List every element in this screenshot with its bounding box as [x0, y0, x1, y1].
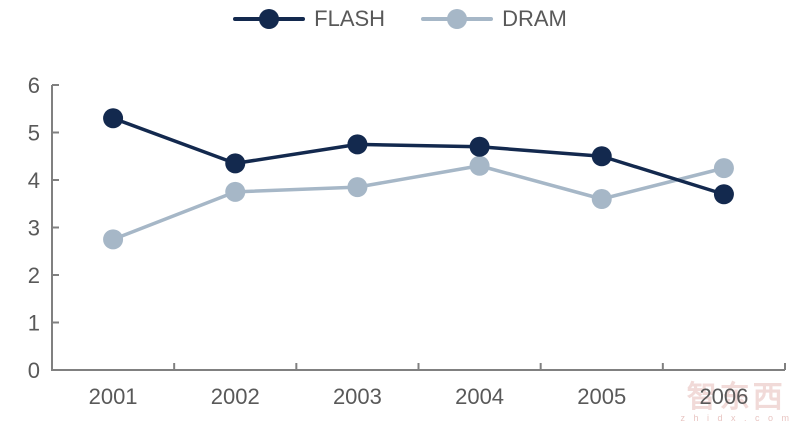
data-marker-flash — [713, 184, 734, 205]
legend-label-dram: DRAM — [502, 6, 567, 31]
flash-series-swatch — [233, 9, 306, 30]
x-tick-label: 2003 — [333, 384, 382, 409]
data-marker-dram — [591, 189, 612, 209]
x-tick-label: 2004 — [455, 384, 504, 409]
data-marker-dram — [713, 158, 734, 179]
y-tick-label: 0 — [28, 358, 40, 383]
y-tick-label: 5 — [28, 121, 40, 146]
y-tick-label: 2 — [28, 263, 40, 288]
y-tick-label: 4 — [28, 168, 40, 193]
x-tick-label: 2005 — [577, 384, 626, 409]
flash-marker-icon — [259, 9, 280, 29]
y-tick-label: 1 — [28, 311, 40, 336]
dram-series-swatch — [421, 9, 494, 30]
legend-item-flash: FLASH — [233, 8, 385, 30]
series-line-dram — [111, 164, 726, 242]
data-marker-dram — [469, 155, 490, 176]
x-tick-label: 2002 — [211, 384, 260, 409]
legend-item-dram: DRAM — [421, 8, 567, 30]
x-tick-label: 2001 — [89, 384, 138, 409]
data-marker-dram — [225, 181, 246, 202]
data-marker-dram — [347, 177, 368, 198]
data-marker-flash — [225, 153, 246, 174]
data-marker-flash — [347, 134, 368, 155]
dram-marker-icon — [447, 9, 468, 29]
legend-label-flash: FLASH — [314, 6, 386, 31]
y-tick-label: 3 — [28, 216, 40, 241]
data-marker-flash — [103, 108, 124, 129]
series-line-flash — [111, 116, 726, 196]
data-marker-dram — [103, 229, 124, 250]
data-marker-flash — [591, 146, 612, 167]
data-marker-flash — [469, 136, 490, 157]
x-tick-label: 2006 — [699, 384, 748, 409]
y-tick-label: 6 — [28, 73, 40, 98]
chart-legend: FLASH DRAM — [0, 4, 800, 34]
